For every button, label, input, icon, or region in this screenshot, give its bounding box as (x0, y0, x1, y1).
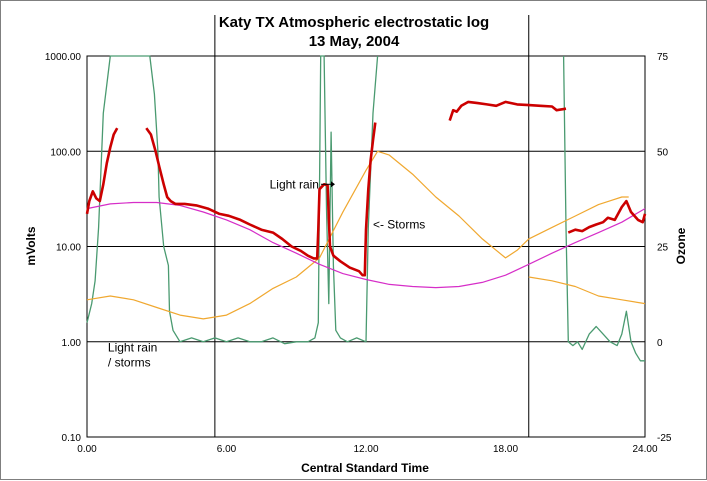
y-right-tick-label: 0 (657, 338, 663, 349)
series-line (85, 127, 119, 215)
annotation-label: / storms (108, 356, 151, 370)
y-left-tick-label: 0.10 (62, 433, 82, 444)
x-tick-label: 12.00 (353, 444, 378, 455)
x-tick-label: 18.00 (493, 444, 518, 455)
y-left-tick-label: 10.00 (56, 243, 81, 254)
x-tick-label: 0.00 (77, 444, 97, 455)
x-tick-label: 24.00 (632, 444, 657, 455)
series-line (567, 199, 647, 234)
y-axis-left-title: mVolts (24, 226, 38, 265)
series-line (86, 201, 646, 289)
annotation-label: Light rain (270, 177, 319, 191)
y-right-tick-label: 75 (657, 52, 669, 63)
series-line (86, 55, 379, 345)
chart-title: Katy TX Atmospheric electrostatic log (219, 14, 489, 31)
series-line (448, 100, 567, 122)
annotation-arrowhead (330, 181, 335, 188)
annotation-label: Light rain (108, 340, 157, 354)
series-line (86, 150, 629, 320)
annotation-label: <- Storms (373, 218, 425, 232)
y-right-tick-label: -25 (657, 433, 672, 444)
series-line (562, 55, 645, 362)
y-left-tick-label: 1000.00 (45, 52, 82, 63)
x-axis-title: Central Standard Time (301, 461, 429, 475)
y-left-tick-label: 1.00 (62, 338, 82, 349)
y-left-tick-label: 100.00 (50, 147, 81, 158)
plot-layer: 1000.00 100.00 10.00 1.00 0.10 75 50 25 0 -25 0.00… (45, 15, 672, 455)
y-axis-right-title: Ozone (674, 227, 688, 264)
series-line (528, 276, 646, 305)
chart-subtitle: 13 May, 2004 (309, 33, 400, 50)
y-right-tick-label: 25 (657, 243, 669, 254)
y-right-tick-label: 50 (657, 147, 669, 158)
series-line (145, 122, 377, 277)
x-tick-label: 6.00 (217, 444, 237, 455)
